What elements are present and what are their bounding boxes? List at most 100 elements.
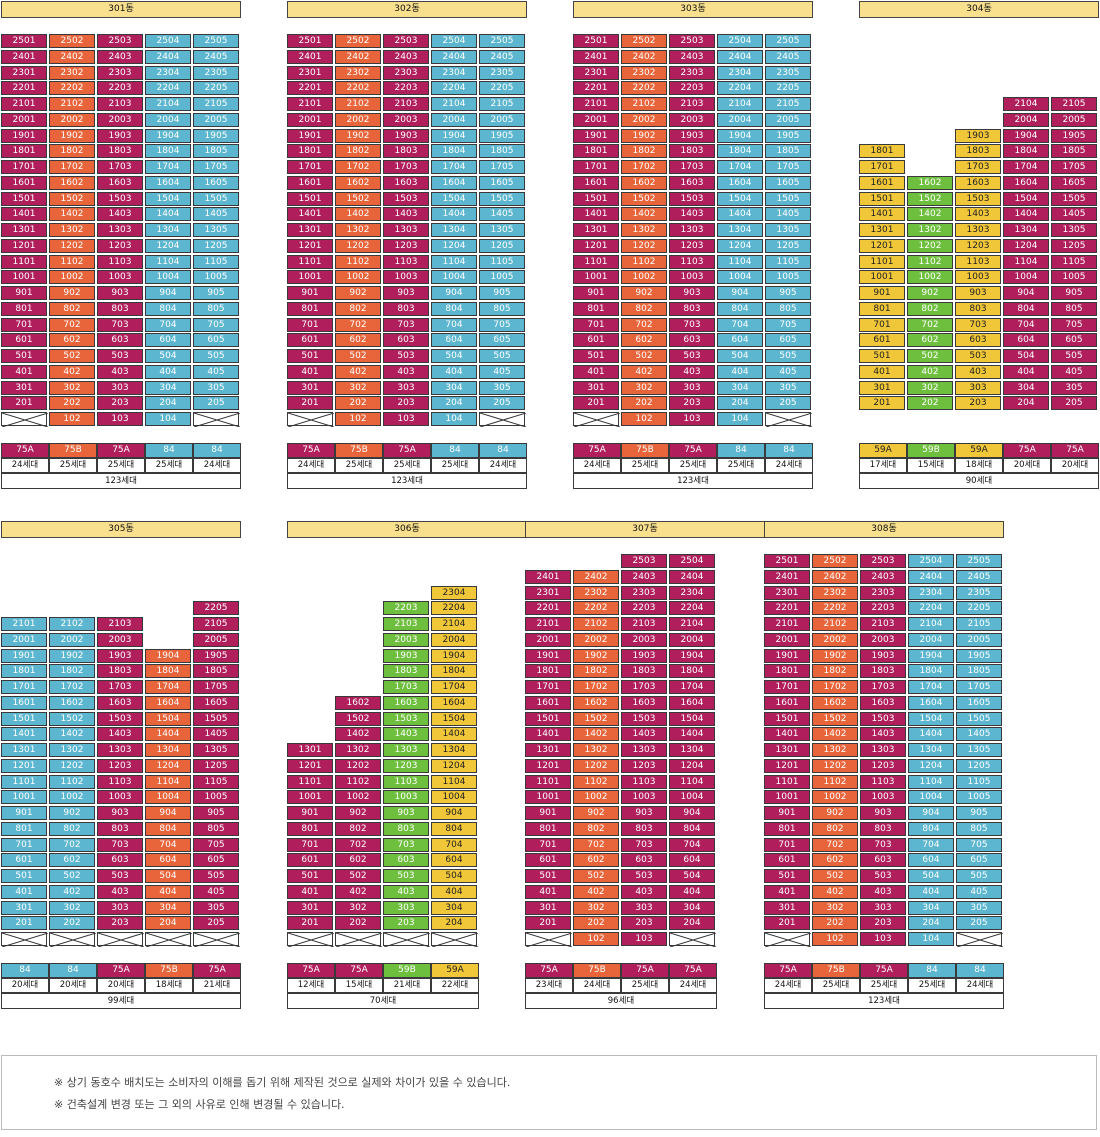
unit-cell: 2005 bbox=[956, 632, 1002, 647]
pilotis-cell bbox=[193, 412, 240, 427]
unit-cell: 1103 bbox=[860, 774, 906, 789]
unit-cell: 1303 bbox=[383, 743, 429, 757]
unit-cell: 102 bbox=[49, 412, 95, 426]
unit-cell: 1103 bbox=[383, 774, 429, 789]
unit-cell: 1005 bbox=[1051, 270, 1097, 285]
unit-cell: 1705 bbox=[479, 160, 525, 174]
unit-cell: 703 bbox=[97, 837, 143, 852]
unit-cell: 402 bbox=[49, 364, 95, 379]
unit-cell: 701 bbox=[287, 317, 333, 332]
unit-cell: 2302 bbox=[573, 585, 619, 600]
unit-cell: 1903 bbox=[955, 128, 1001, 143]
unit-cell: 801 bbox=[1, 301, 47, 316]
unit-cell: 2005 bbox=[1051, 112, 1097, 127]
unit-cell: 503 bbox=[955, 349, 1001, 363]
unit-cell: 1603 bbox=[669, 175, 715, 190]
unit-cell: 2001 bbox=[764, 632, 810, 647]
unit-cell: 505 bbox=[193, 869, 239, 883]
unit-cell: 1905 bbox=[193, 128, 239, 143]
unit-cell: 901 bbox=[287, 806, 333, 820]
unit-cell: 1103 bbox=[383, 254, 429, 269]
unit-cell: 1105 bbox=[193, 774, 239, 789]
unit-cell: 1205 bbox=[1051, 238, 1097, 253]
legend-type: 75B bbox=[145, 963, 193, 978]
unit-cell: 1501 bbox=[1, 191, 47, 206]
legend-type: 75A bbox=[97, 963, 145, 978]
unit-cell: 1701 bbox=[573, 160, 619, 174]
unit-cell: 1503 bbox=[97, 711, 143, 726]
unit-cell: 1002 bbox=[49, 790, 95, 805]
unit-cell: 1703 bbox=[955, 160, 1001, 174]
unit-cell: 805 bbox=[193, 301, 239, 316]
unit-cell: 1501 bbox=[764, 711, 810, 726]
unit-cell: 1301 bbox=[1, 743, 47, 757]
unit-cell: 2201 bbox=[525, 601, 571, 616]
unit-cell: 1604 bbox=[145, 175, 191, 190]
unit-cell: 1202 bbox=[335, 238, 381, 253]
unit-cell: 1401 bbox=[1, 207, 47, 222]
unit-cell: 1504 bbox=[669, 711, 715, 726]
unit-cell: 805 bbox=[1051, 301, 1097, 316]
unit-cell: 1905 bbox=[1051, 128, 1097, 143]
unit-cell: 1801 bbox=[525, 664, 571, 679]
unit-cell: 601 bbox=[1, 853, 47, 868]
unit-cell: 1301 bbox=[287, 223, 333, 237]
legend-type: 75A bbox=[193, 963, 241, 978]
notice-line-1: ※ 상기 동호수 배치도는 소비자의 이해를 돕기 위해 제작된 것으로 실제와… bbox=[54, 1076, 511, 1089]
unit-cell: 504 bbox=[717, 349, 763, 363]
building-3: 303동 201 301 401 501 601 701 801 901 1001 1101 1201… bbox=[573, 1, 813, 501]
unit-cell: 1904 bbox=[717, 128, 763, 143]
unit-cell: 703 bbox=[621, 837, 667, 852]
unit-cell: 301 bbox=[287, 380, 333, 395]
unit-cell: 1104 bbox=[908, 774, 954, 789]
unit-cell: 204 bbox=[669, 916, 715, 931]
unit-cell: 1901 bbox=[764, 648, 810, 663]
unit-cell: 1901 bbox=[573, 128, 619, 143]
unit-cell: 1003 bbox=[860, 790, 906, 805]
unit-cell: 2202 bbox=[812, 601, 858, 616]
unit-cell: 201 bbox=[1, 916, 47, 931]
unit-cell: 801 bbox=[764, 821, 810, 836]
unit-cell: 1404 bbox=[145, 727, 191, 742]
unit-cell: 1302 bbox=[907, 223, 953, 237]
legend-type: 75A bbox=[621, 963, 669, 978]
unit-cell: 204 bbox=[1003, 396, 1049, 411]
unit-cell: 2305 bbox=[479, 65, 525, 80]
unit-cell: 2405 bbox=[765, 49, 811, 64]
unit-cell: 405 bbox=[1051, 364, 1097, 379]
unit-cell: 1004 bbox=[145, 270, 191, 285]
unit-cell: 303 bbox=[97, 380, 143, 395]
unit-cell: 401 bbox=[764, 884, 810, 899]
unit-cell: 803 bbox=[97, 821, 143, 836]
unit-cell: 1402 bbox=[49, 727, 95, 742]
unit-cell: 1602 bbox=[907, 175, 953, 190]
building-title: 303동 bbox=[573, 1, 813, 18]
unit-cell: 401 bbox=[573, 364, 619, 379]
unit-cell: 905 bbox=[765, 286, 811, 300]
unit-cell: 1401 bbox=[1, 727, 47, 742]
legend-count: 24세대 bbox=[573, 458, 621, 473]
unit-cell: 801 bbox=[287, 301, 333, 316]
legend-count: 12세대 bbox=[287, 978, 335, 993]
legend-type: 84 bbox=[765, 443, 813, 458]
unit-cell: 1104 bbox=[145, 774, 191, 789]
unit-cell: 1605 bbox=[479, 175, 525, 190]
unit-cell: 1905 bbox=[193, 648, 239, 663]
unit-cell: 1105 bbox=[193, 254, 239, 269]
unit-cell: 1101 bbox=[573, 254, 619, 269]
unit-cell: 2105 bbox=[193, 97, 239, 111]
unit-cell: 2105 bbox=[765, 97, 811, 111]
unit-cell: 2005 bbox=[193, 632, 239, 647]
unit-cell: 1604 bbox=[1003, 175, 1049, 190]
unit-cell: 505 bbox=[193, 349, 239, 363]
unit-cell: 2503 bbox=[860, 554, 906, 568]
unit-cell: 203 bbox=[955, 396, 1001, 411]
unit-cell: 2002 bbox=[573, 632, 619, 647]
unit-cell: 902 bbox=[335, 286, 381, 300]
unit-cell: 2001 bbox=[1, 112, 47, 127]
unit-cell: 302 bbox=[573, 900, 619, 915]
unit-cell: 1802 bbox=[573, 664, 619, 679]
unit-cell: 2104 bbox=[669, 617, 715, 631]
unit-cell: 904 bbox=[145, 806, 191, 820]
unit-cell: 2104 bbox=[717, 97, 763, 111]
